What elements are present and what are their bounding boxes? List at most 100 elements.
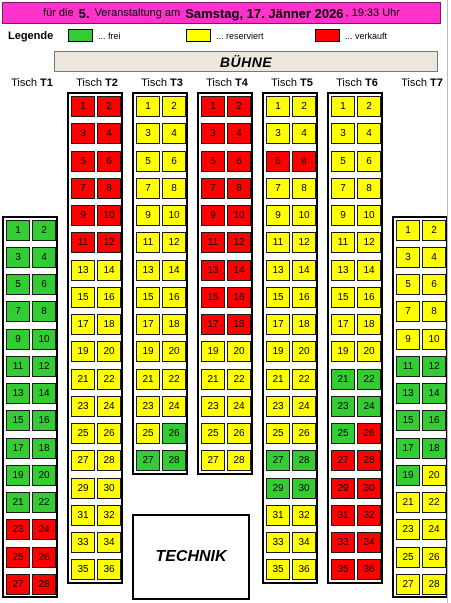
seat-t5-23[interactable]: 23 [266, 395, 290, 417]
seat-t2-7[interactable]: 7 [71, 177, 95, 199]
seat-t5-2[interactable]: 2 [292, 96, 316, 117]
seat-t7-10[interactable]: 10 [422, 328, 446, 350]
seat-t6-8[interactable]: 8 [357, 177, 381, 199]
seat-t2-28[interactable]: 28 [97, 450, 121, 472]
seat-t1-15[interactable]: 15 [6, 410, 30, 432]
seat-t1-27[interactable]: 27 [6, 573, 30, 595]
seat-t3-7[interactable]: 7 [136, 177, 160, 199]
seat-t3-14[interactable]: 14 [162, 259, 186, 281]
seat-t1-17[interactable]: 17 [6, 437, 30, 459]
seat-t1-11[interactable]: 11 [6, 355, 30, 377]
seat-t4-24[interactable]: 24 [227, 395, 251, 417]
seat-t6-19[interactable]: 19 [331, 341, 355, 363]
seat-t3-15[interactable]: 15 [136, 286, 160, 308]
seat-t4-14[interactable]: 14 [227, 259, 251, 281]
seat-t2-23[interactable]: 23 [71, 395, 95, 417]
seat-t3-21[interactable]: 21 [136, 368, 160, 390]
seat-t4-7[interactable]: 7 [201, 177, 225, 199]
seat-t1-28[interactable]: 28 [32, 573, 56, 595]
seat-t6-29[interactable]: 29 [331, 477, 355, 499]
seat-t6-31[interactable]: 31 [331, 504, 355, 526]
seat-t1-3[interactable]: 3 [6, 246, 30, 268]
seat-t7-19[interactable]: 19 [396, 464, 420, 486]
seat-t4-4[interactable]: 4 [227, 123, 251, 145]
seat-t4-20[interactable]: 20 [227, 341, 251, 363]
seat-t7-27[interactable]: 27 [396, 573, 420, 595]
seat-t5-6[interactable]: 6 [292, 150, 316, 172]
seat-t5-4[interactable]: 4 [292, 123, 316, 145]
seat-t1-24[interactable]: 24 [32, 519, 56, 541]
seat-t2-30[interactable]: 30 [97, 477, 121, 499]
seat-t4-1[interactable]: 1 [201, 96, 225, 117]
seat-t4-2[interactable]: 2 [227, 96, 251, 117]
seat-t6-9[interactable]: 9 [331, 205, 355, 226]
seat-t6-2[interactable]: 2 [357, 96, 381, 117]
seat-t5-33[interactable]: 33 [266, 532, 290, 553]
seat-t7-16[interactable]: 16 [422, 410, 446, 432]
seat-t2-17[interactable]: 17 [71, 314, 95, 335]
seat-t1-14[interactable]: 14 [32, 383, 56, 404]
seat-t4-11[interactable]: 11 [201, 232, 225, 254]
seat-t6-6[interactable]: 6 [357, 150, 381, 172]
seat-t1-6[interactable]: 6 [32, 274, 56, 295]
seat-t6-26[interactable]: 26 [357, 423, 381, 444]
seat-t4-23[interactable]: 23 [201, 395, 225, 417]
seat-t5-27[interactable]: 27 [266, 450, 290, 472]
seat-t2-2[interactable]: 2 [97, 96, 121, 117]
seat-t6-10[interactable]: 10 [357, 205, 381, 226]
seat-t6-3[interactable]: 3 [331, 123, 355, 145]
seat-t5-13[interactable]: 13 [266, 259, 290, 281]
seat-t5-16[interactable]: 16 [292, 286, 316, 308]
seat-t6-36[interactable]: 36 [357, 559, 381, 581]
seat-t1-8[interactable]: 8 [32, 301, 56, 323]
seat-t2-34[interactable]: 34 [97, 532, 121, 553]
seat-t6-27[interactable]: 27 [331, 450, 355, 472]
seat-t2-14[interactable]: 14 [97, 259, 121, 281]
seat-t7-17[interactable]: 17 [396, 437, 420, 459]
seat-t7-24[interactable]: 24 [422, 519, 446, 541]
seat-t6-22[interactable]: 22 [357, 368, 381, 390]
seat-t2-29[interactable]: 29 [71, 477, 95, 499]
seat-t5-9[interactable]: 9 [266, 205, 290, 226]
seat-t2-31[interactable]: 31 [71, 504, 95, 526]
seat-t6-30[interactable]: 30 [357, 477, 381, 499]
seat-t4-12[interactable]: 12 [227, 232, 251, 254]
seat-t3-13[interactable]: 13 [136, 259, 160, 281]
seat-t2-22[interactable]: 22 [97, 368, 121, 390]
seat-t2-19[interactable]: 19 [71, 341, 95, 363]
seat-t7-15[interactable]: 15 [396, 410, 420, 432]
seat-t2-1[interactable]: 1 [71, 96, 95, 117]
seat-t6-7[interactable]: 7 [331, 177, 355, 199]
seat-t1-23[interactable]: 23 [6, 519, 30, 541]
seat-t1-26[interactable]: 26 [32, 546, 56, 568]
seat-t3-19[interactable]: 19 [136, 341, 160, 363]
seat-t6-12[interactable]: 12 [357, 232, 381, 254]
seat-t3-20[interactable]: 20 [162, 341, 186, 363]
seat-t2-27[interactable]: 27 [71, 450, 95, 472]
seat-t1-12[interactable]: 12 [32, 355, 56, 377]
seat-t7-18[interactable]: 18 [422, 437, 446, 459]
seat-t3-5[interactable]: 5 [136, 150, 160, 172]
seat-t6-16[interactable]: 16 [357, 286, 381, 308]
seat-t7-2[interactable]: 2 [422, 219, 446, 241]
seat-t4-18[interactable]: 18 [227, 314, 251, 335]
seat-t2-24[interactable]: 24 [97, 395, 121, 417]
seat-t5-20[interactable]: 20 [292, 341, 316, 363]
seat-t2-26[interactable]: 26 [97, 423, 121, 444]
seat-t4-3[interactable]: 3 [201, 123, 225, 145]
seat-t5-19[interactable]: 19 [266, 341, 290, 363]
seat-t3-10[interactable]: 10 [162, 205, 186, 226]
seat-t5-26[interactable]: 26 [292, 423, 316, 444]
seat-t2-9[interactable]: 9 [71, 205, 95, 226]
seat-t4-26[interactable]: 26 [227, 423, 251, 444]
seat-t6-35[interactable]: 35 [331, 559, 355, 581]
seat-t1-2[interactable]: 2 [32, 219, 56, 241]
seat-t6-33[interactable]: 33 [331, 532, 355, 553]
seat-t7-6[interactable]: 6 [422, 274, 446, 295]
seat-t7-5[interactable]: 5 [396, 274, 420, 295]
seat-t3-1[interactable]: 1 [136, 96, 160, 117]
seat-t4-9[interactable]: 9 [201, 205, 225, 226]
seat-t2-33[interactable]: 33 [71, 532, 95, 553]
seat-t3-26[interactable]: 26 [162, 423, 186, 444]
seat-t7-4[interactable]: 4 [422, 246, 446, 268]
